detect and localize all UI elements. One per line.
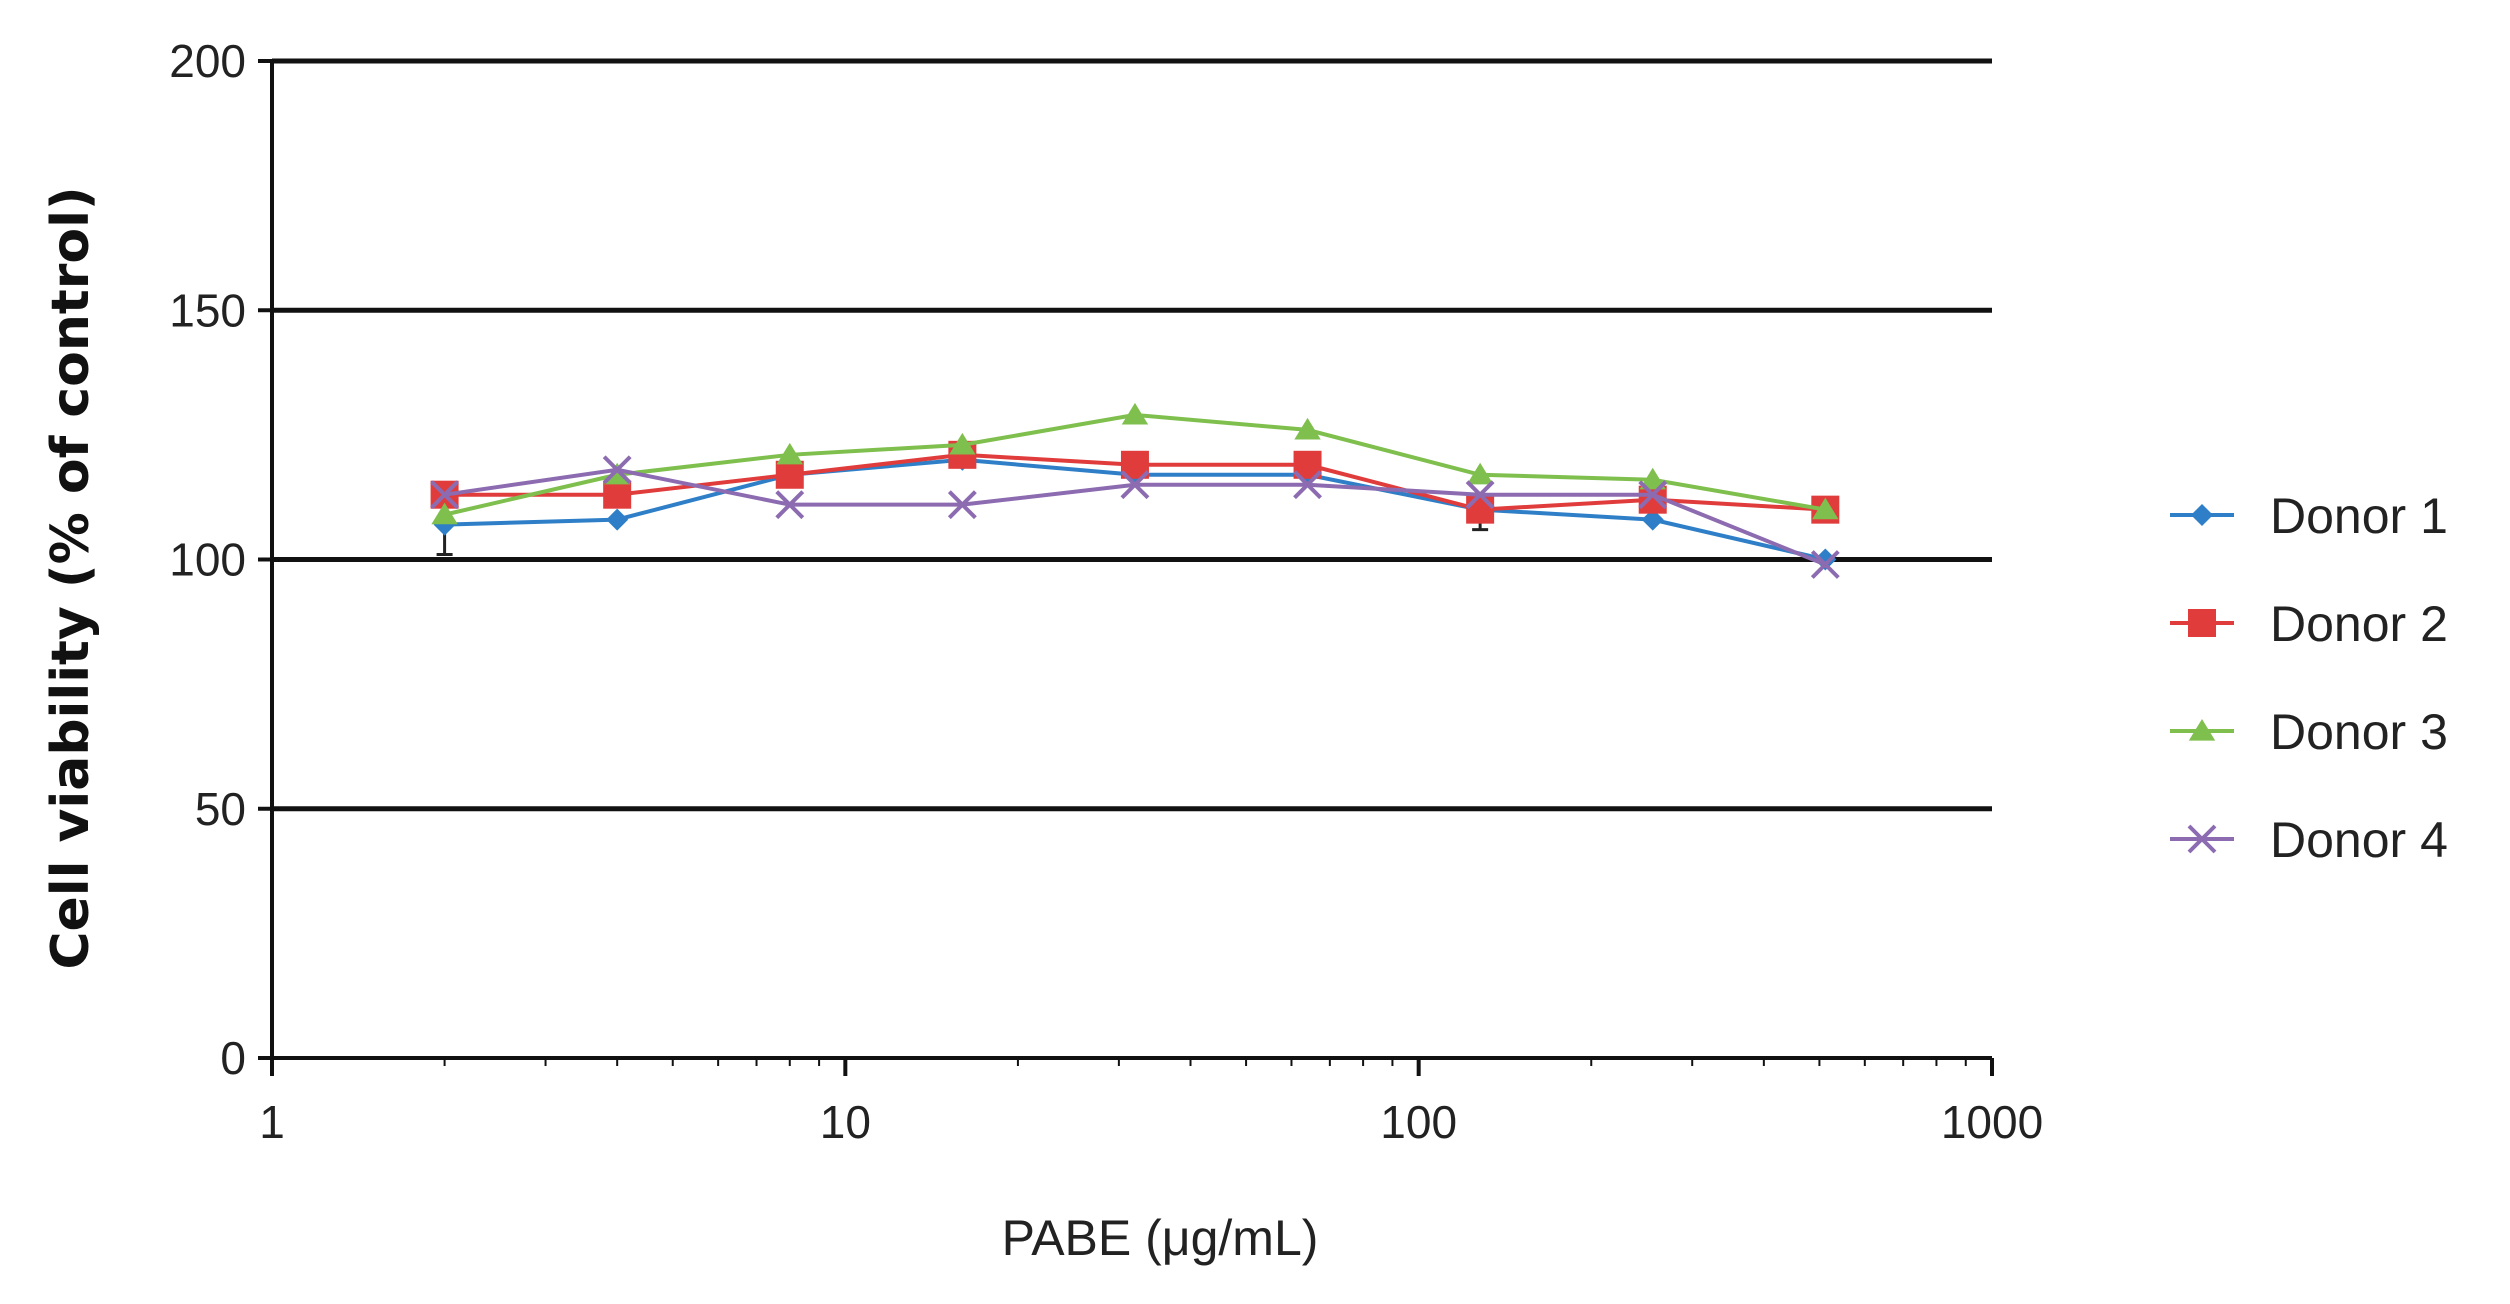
data-point [1639, 467, 1666, 490]
legend-label: Donor 1 [2270, 488, 2448, 544]
data-point [1294, 417, 1321, 440]
legend-item-1: Donor 1 [2170, 488, 2448, 544]
data-point [776, 442, 803, 465]
data-point [603, 480, 632, 509]
x-axis-label: PABE (μg/mL) [1002, 1210, 1319, 1266]
y-tick-label: 0 [220, 1032, 246, 1084]
y-tick-label: 150 [169, 284, 246, 336]
y-tick-label: 50 [195, 783, 246, 835]
data-point [1812, 497, 1839, 520]
data-point [1120, 470, 1150, 500]
data-point [1810, 550, 1840, 579]
x-tick-label: 10 [820, 1096, 871, 1148]
legend-marker [2188, 719, 2216, 741]
x-axis-ticks: 1 10 100 1000 [259, 1058, 2043, 1148]
legend-marker [2188, 609, 2216, 637]
data-point [431, 502, 458, 525]
x-tick-label: 100 [1380, 1096, 1457, 1148]
series-4 [430, 455, 1840, 579]
data-point [1465, 480, 1495, 510]
data-point [430, 480, 460, 510]
y-tick-label: 200 [169, 35, 246, 87]
legend-label: Donor 4 [2270, 812, 2448, 868]
y-tick-label: 100 [169, 534, 246, 586]
legend-item-3: Donor 3 [2170, 704, 2448, 760]
data-point [1293, 470, 1322, 500]
data-point [1121, 402, 1149, 425]
data-point [947, 490, 977, 520]
data-point [1814, 548, 1837, 571]
series-layer [430, 402, 1840, 579]
legend-item-4: Donor 4 [2170, 812, 2448, 868]
legend: Donor 1 Donor 2 Donor 3 Donor 4 [2170, 488, 2448, 868]
grid-lines [272, 58, 1992, 812]
data-point [1466, 495, 1495, 524]
data-point [1638, 480, 1668, 510]
legend-label: Donor 3 [2270, 704, 2448, 760]
data-point [949, 432, 976, 455]
legend-marker [2191, 504, 2213, 526]
data-point [775, 490, 805, 520]
y-axis-ticks: 0 50 100 150 200 [169, 35, 272, 1084]
legend-marker [2187, 824, 2217, 854]
data-point [1466, 462, 1494, 485]
x-tick-label: 1000 [1941, 1096, 2043, 1148]
legend-label: Donor 2 [2270, 596, 2448, 652]
data-point [1641, 508, 1664, 531]
data-point [602, 455, 632, 485]
legend-item-2: Donor 2 [2170, 596, 2448, 652]
x-tick-label: 1 [259, 1096, 285, 1148]
y-axis-label: Cell viability (% of control) [41, 186, 101, 969]
data-point [606, 508, 629, 531]
data-point [775, 460, 804, 489]
